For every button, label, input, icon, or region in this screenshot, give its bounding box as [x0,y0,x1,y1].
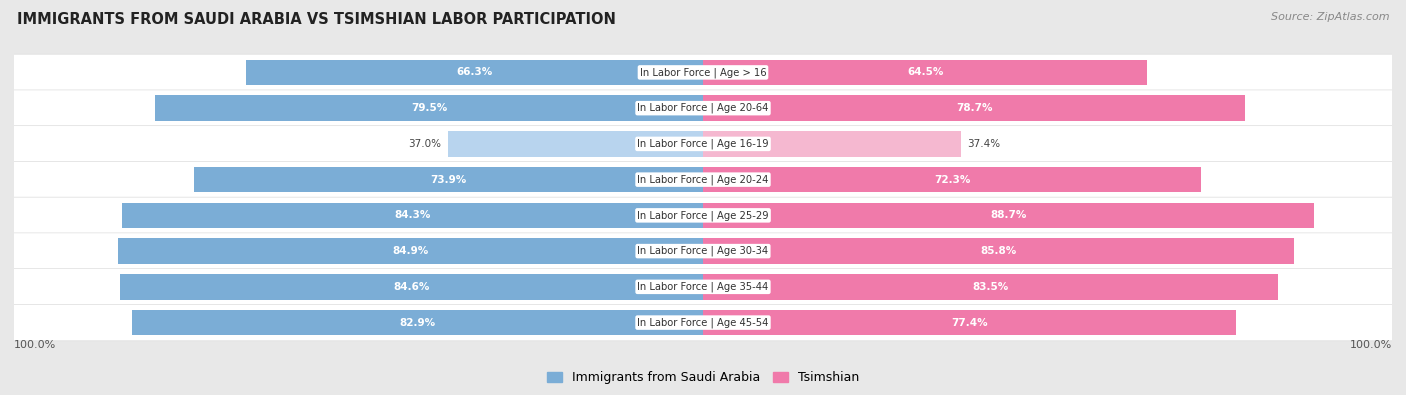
Text: In Labor Force | Age > 16: In Labor Force | Age > 16 [640,67,766,78]
FancyBboxPatch shape [10,269,1396,305]
FancyBboxPatch shape [10,305,1396,341]
Text: Source: ZipAtlas.com: Source: ZipAtlas.com [1271,12,1389,22]
Bar [118,238,703,264]
Bar [703,167,1201,192]
Bar [449,131,703,157]
FancyBboxPatch shape [10,126,1396,162]
Text: 100.0%: 100.0% [1350,340,1392,350]
Bar [703,95,1246,121]
Bar [132,310,703,335]
Text: 88.7%: 88.7% [990,211,1026,220]
Text: 82.9%: 82.9% [399,318,436,327]
FancyBboxPatch shape [10,54,1396,90]
Text: 73.9%: 73.9% [430,175,467,184]
Bar [703,238,1294,264]
Legend: Immigrants from Saudi Arabia, Tsimshian: Immigrants from Saudi Arabia, Tsimshian [541,367,865,389]
Text: 84.9%: 84.9% [392,246,429,256]
Text: 84.3%: 84.3% [395,211,430,220]
Text: In Labor Force | Age 30-34: In Labor Force | Age 30-34 [637,246,769,256]
Text: 83.5%: 83.5% [973,282,1008,292]
Text: 100.0%: 100.0% [14,340,56,350]
Text: 77.4%: 77.4% [952,318,988,327]
Bar [155,95,703,121]
Bar [703,274,1278,300]
Bar [194,167,703,192]
FancyBboxPatch shape [10,233,1396,269]
Text: IMMIGRANTS FROM SAUDI ARABIA VS TSIMSHIAN LABOR PARTICIPATION: IMMIGRANTS FROM SAUDI ARABIA VS TSIMSHIA… [17,12,616,27]
FancyBboxPatch shape [10,90,1396,126]
Bar [122,203,703,228]
Text: 66.3%: 66.3% [457,68,492,77]
Text: In Labor Force | Age 16-19: In Labor Force | Age 16-19 [637,139,769,149]
Bar [703,60,1147,85]
Bar [703,203,1315,228]
Text: In Labor Force | Age 25-29: In Labor Force | Age 25-29 [637,210,769,221]
Text: 85.8%: 85.8% [980,246,1017,256]
Text: 37.0%: 37.0% [408,139,441,149]
Text: 64.5%: 64.5% [907,68,943,77]
Text: 72.3%: 72.3% [934,175,970,184]
Text: 84.6%: 84.6% [394,282,430,292]
Text: 79.5%: 79.5% [411,103,447,113]
Text: 78.7%: 78.7% [956,103,993,113]
Bar [703,310,1236,335]
Bar [703,131,960,157]
FancyBboxPatch shape [10,197,1396,233]
Text: In Labor Force | Age 20-64: In Labor Force | Age 20-64 [637,103,769,113]
Text: In Labor Force | Age 20-24: In Labor Force | Age 20-24 [637,174,769,185]
Text: In Labor Force | Age 45-54: In Labor Force | Age 45-54 [637,317,769,328]
Bar [246,60,703,85]
FancyBboxPatch shape [10,162,1396,198]
Bar [120,274,703,300]
Text: 37.4%: 37.4% [967,139,1001,149]
Text: In Labor Force | Age 35-44: In Labor Force | Age 35-44 [637,282,769,292]
